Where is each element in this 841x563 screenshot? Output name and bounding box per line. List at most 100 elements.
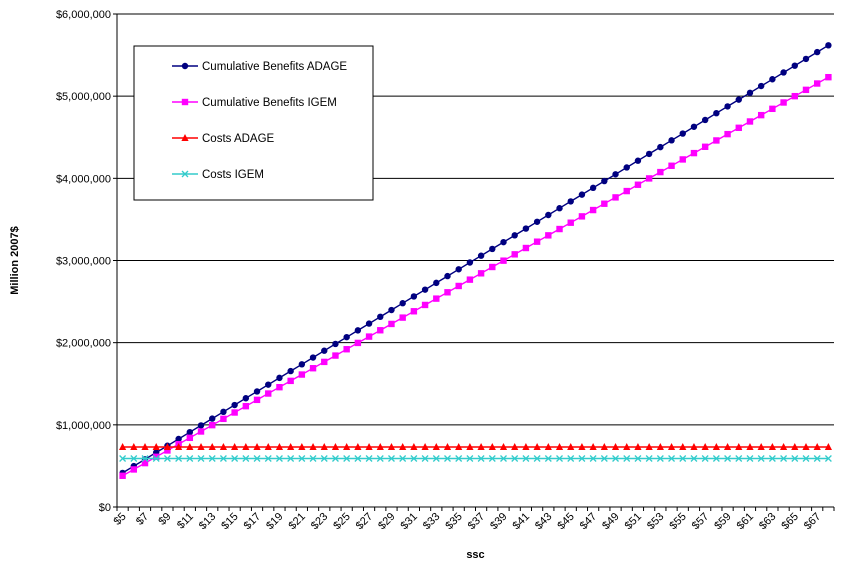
marker-stroke <box>668 455 676 462</box>
data-point <box>365 443 373 451</box>
x-tick-label: $47 <box>578 511 599 532</box>
data-point <box>824 455 832 462</box>
data-point <box>444 289 451 296</box>
data-point <box>152 443 160 451</box>
data-point <box>690 149 698 157</box>
data-point <box>701 455 709 462</box>
marker-stroke <box>208 455 216 462</box>
data-point <box>813 455 821 462</box>
data-point <box>511 443 519 451</box>
data-point <box>433 295 440 302</box>
data-point <box>332 352 339 359</box>
data-point <box>578 213 586 220</box>
legend: Cumulative Benefits ADAGE Cumulative Bene… <box>133 45 374 201</box>
data-point <box>757 111 765 119</box>
data-point <box>175 443 183 451</box>
x-tick-label: $25 <box>331 511 352 532</box>
data-point <box>712 443 720 451</box>
data-point <box>399 443 407 451</box>
data-point <box>488 443 496 451</box>
data-point <box>309 365 317 372</box>
marker-stroke <box>130 455 138 462</box>
y-tick-label: $2,000,000 <box>56 338 111 350</box>
data-point <box>141 459 149 467</box>
x-tick-label: $51 <box>623 511 644 532</box>
x-tick-label: $23 <box>309 511 330 532</box>
data-point <box>545 211 552 219</box>
data-point <box>163 443 172 451</box>
marker-stroke <box>690 455 698 462</box>
data-point <box>511 232 518 239</box>
data-point <box>791 92 798 100</box>
data-point <box>791 62 798 69</box>
data-point <box>309 443 317 451</box>
marker-stroke <box>477 455 485 462</box>
data-point <box>802 86 810 94</box>
marker-stroke <box>163 455 171 462</box>
data-point <box>656 443 664 451</box>
marker-stroke <box>231 455 239 462</box>
data-point <box>802 55 810 63</box>
data-point <box>365 333 373 340</box>
data-point <box>253 455 261 462</box>
marker-stroke <box>634 455 642 462</box>
y-tick-label: $3,000,000 <box>56 256 111 268</box>
x-tick-label: $31 <box>399 511 420 532</box>
data-point <box>152 455 160 462</box>
data-point <box>500 455 507 462</box>
x-tick-label: $21 <box>287 511 308 532</box>
marker-stroke <box>298 455 306 462</box>
data-point <box>657 143 664 151</box>
data-point <box>701 143 709 150</box>
data-point <box>220 415 227 423</box>
data-point <box>388 320 395 328</box>
data-point <box>265 381 272 388</box>
data-point <box>377 327 384 334</box>
data-point <box>220 408 227 416</box>
data-point <box>175 455 183 462</box>
series-cumulative-benefits-igem <box>119 73 832 479</box>
data-point <box>668 162 675 169</box>
data-point <box>466 276 474 283</box>
marker-stroke <box>556 455 563 462</box>
data-point <box>119 443 127 451</box>
data-point <box>265 390 272 397</box>
x-tick-label: $7 <box>134 511 151 528</box>
data-point <box>219 443 228 451</box>
data-point <box>443 443 452 451</box>
marker-stroke <box>679 455 687 462</box>
data-point <box>578 191 586 198</box>
data-point <box>455 282 462 290</box>
data-point <box>130 466 138 473</box>
x-tick-label: $57 <box>690 511 711 532</box>
x-tick-label: $37 <box>466 511 487 532</box>
data-point <box>768 443 776 451</box>
data-point <box>186 443 194 451</box>
x-tick-label: $27 <box>354 511 375 532</box>
x-tick-label: $19 <box>264 511 285 532</box>
data-point <box>679 130 686 137</box>
data-point <box>287 455 295 462</box>
data-point <box>421 286 429 293</box>
data-point <box>533 218 541 225</box>
data-point <box>343 455 351 462</box>
data-point <box>645 150 653 158</box>
marker-stroke <box>600 455 608 462</box>
series-costs-adage <box>119 443 832 451</box>
data-point <box>533 238 541 245</box>
data-point <box>264 455 272 462</box>
data-point <box>556 225 563 233</box>
data-point <box>130 443 138 451</box>
data-point <box>455 455 463 462</box>
data-point <box>488 455 496 462</box>
data-point <box>824 443 832 451</box>
data-point <box>668 455 676 462</box>
data-point <box>612 194 619 201</box>
legend-label-cumulative-benefits-adage: Cumulative Benefits ADAGE <box>202 61 347 73</box>
data-point <box>242 455 250 462</box>
x-tick-label: $13 <box>197 511 218 532</box>
data-point <box>186 428 194 436</box>
marker-stroke <box>354 455 362 462</box>
legend-label-costs-igem: Costs IGEM <box>202 169 264 181</box>
data-point <box>433 279 440 287</box>
